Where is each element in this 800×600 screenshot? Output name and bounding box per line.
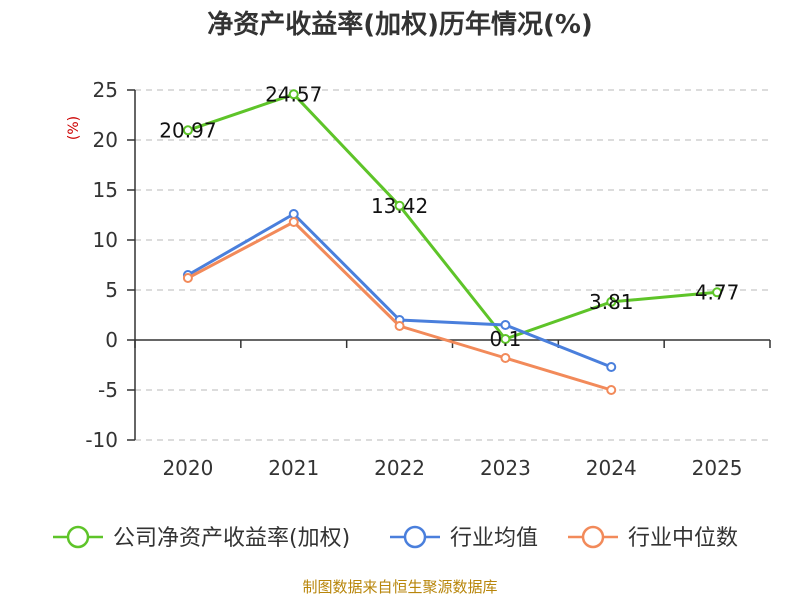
series-0-point	[500, 334, 511, 344]
series-2-point	[394, 321, 405, 331]
y-axis-unit-label: (%)	[66, 116, 82, 140]
series-0-point	[182, 125, 193, 136]
y-tick-label: 25	[93, 78, 118, 102]
y-tick-label: 5	[105, 278, 118, 302]
x-tick-label: 2025	[692, 456, 743, 480]
y-tick-label: 10	[93, 228, 118, 252]
series-0-point	[712, 287, 723, 298]
legend-swatch-marker	[403, 525, 427, 549]
series-line-2	[187, 220, 612, 392]
y-tick-label: 0	[105, 328, 118, 352]
chart-title: 净资产收益率(加权)历年情况(%)	[207, 9, 593, 40]
data-label: 0.1	[490, 327, 522, 351]
series-0-point	[606, 296, 617, 307]
legend-label: 行业中位数	[628, 526, 738, 551]
series-1-point	[606, 362, 617, 372]
axes: 25 20 15 10 5 0 -5 -10 2020 2021 2022 2023 2024 2025	[85, 78, 771, 480]
data-label: 4.77	[695, 280, 740, 304]
legend-swatch-marker	[581, 525, 605, 549]
series-2-point	[288, 217, 299, 227]
source-note: 制图数据来自恒生聚源数据库	[302, 578, 497, 596]
x-tick-label: 2020	[162, 456, 213, 480]
legend-swatch-marker	[66, 525, 90, 549]
data-label: 20.97	[159, 118, 216, 142]
series-0-point	[394, 200, 405, 211]
series-2-point	[182, 273, 193, 283]
x-tick-label: 2024	[586, 456, 637, 480]
grid-lines	[135, 89, 770, 441]
series-2-point	[500, 353, 511, 363]
x-tick-label: 2021	[268, 456, 319, 480]
y-tick-label: 20	[93, 128, 118, 152]
series-0-point	[288, 89, 299, 100]
series-line-0	[187, 92, 718, 341]
y-tick-label: -5	[98, 378, 118, 402]
data-label: 24.57	[265, 82, 322, 106]
legend-label: 行业均值	[450, 526, 538, 551]
series-1-point	[288, 209, 299, 219]
y-tick-label: -10	[85, 428, 118, 452]
y-tick-label: 15	[93, 178, 118, 202]
series-1-point	[500, 320, 511, 330]
x-tick-label: 2023	[480, 456, 531, 480]
series-2-point	[606, 385, 617, 395]
data-label: 3.81	[589, 290, 634, 314]
legend-label: 公司净资产收益率(加权)	[113, 526, 350, 551]
x-tick-label: 2022	[374, 456, 425, 480]
data-labels: 20.97 24.57 13.42 0.1 3.81 4.77	[159, 82, 739, 351]
data-label: 13.42	[371, 194, 428, 218]
series-lines	[182, 89, 723, 395]
legend: 公司净资产收益率(加权) 行业均值 行业中位数	[53, 525, 738, 551]
